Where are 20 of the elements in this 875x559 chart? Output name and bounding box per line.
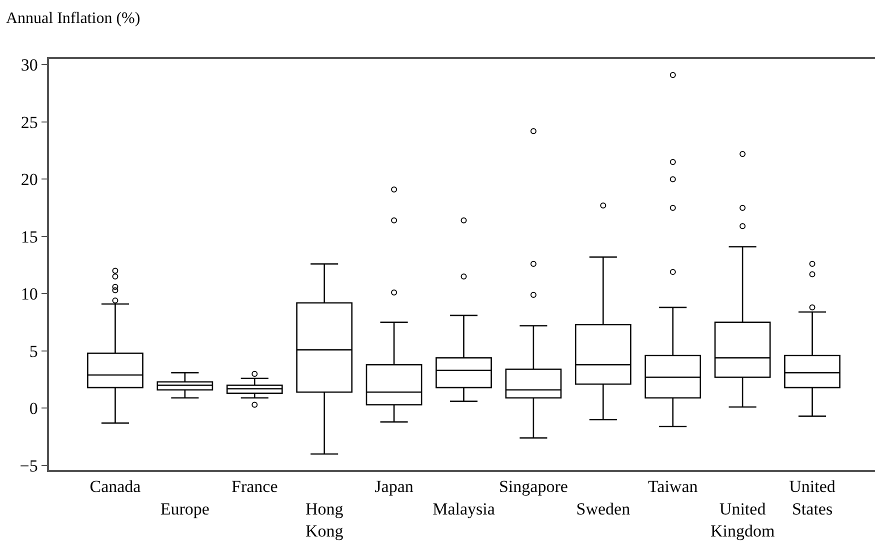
x-tick-label: Hong Kong [305, 499, 344, 540]
x-tick-label: Taiwan [648, 477, 698, 496]
x-tick-label: United Kingdom [710, 499, 775, 540]
x-tick-label: United States [789, 477, 836, 518]
x-tick-label: Europe [160, 499, 210, 518]
x-tick-label: Canada [90, 477, 142, 496]
y-tick-label: 10 [20, 284, 38, 304]
y-tick-label: 25 [20, 112, 38, 132]
y-tick-label: 0 [29, 399, 38, 418]
x-tick-label: France [231, 477, 278, 496]
y-tick-label: −5 [20, 456, 38, 476]
y-tick-label: 20 [20, 170, 38, 190]
x-tick-label: Malaysia [432, 499, 496, 518]
x-tick-label: Sweden [576, 499, 631, 518]
x-tick-label: Singapore [498, 477, 568, 496]
y-tick-label: 15 [20, 227, 38, 246]
y-axis-title: Annual Inflation (%) [6, 10, 140, 27]
y-tick-label: 5 [29, 342, 38, 361]
x-tick-label: Japan [374, 477, 414, 496]
y-tick-label: 30 [20, 56, 38, 75]
